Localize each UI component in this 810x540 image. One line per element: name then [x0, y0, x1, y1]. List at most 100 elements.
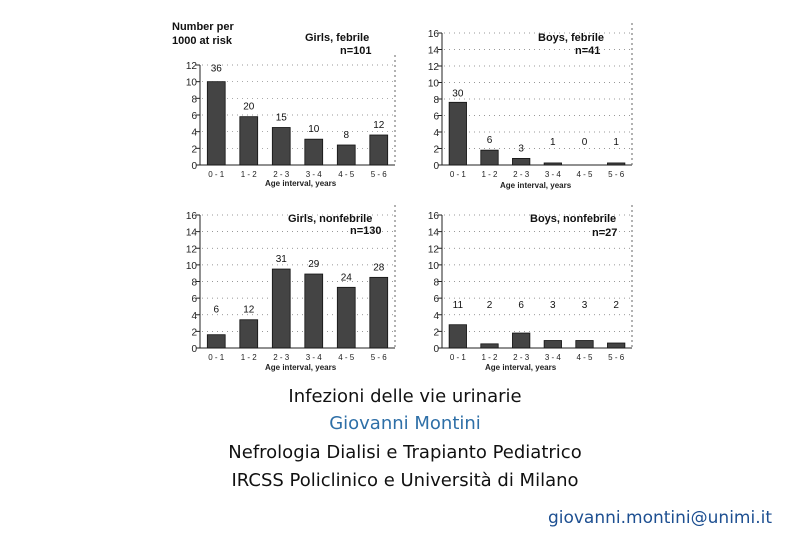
chart-4-ytick-label: 0	[433, 344, 439, 355]
chart-2-bar-6	[607, 162, 626, 166]
chart-2-data-label-4: 1	[550, 137, 556, 148]
y-axis-label-line1: Number per	[172, 21, 234, 33]
chart-4-ytick-label: 8	[433, 278, 439, 289]
chart-1-data-label-2: 20	[243, 102, 255, 113]
chart-3-bar-4	[304, 273, 324, 349]
chart-1-ytick-label: 6	[191, 111, 197, 122]
chart-4-xtick-label-4: 3 - 4	[545, 353, 562, 362]
chart-4-data-label-4: 3	[550, 300, 556, 311]
chart-3-xtick-label-4: 3 - 4	[306, 353, 323, 362]
chart-1-ytick-label: 0	[191, 161, 197, 172]
chart-1-bar-1	[206, 81, 226, 166]
chart-2-bar-4	[543, 162, 562, 166]
chart-4-bar-2	[480, 343, 499, 349]
chart-3-xtick-label-1: 0 - 1	[208, 353, 225, 362]
chart-3-xtick-label-6: 5 - 6	[371, 353, 388, 362]
chart-1-data-label-1: 36	[211, 64, 223, 75]
chart-1-title: Girls, febrile	[305, 32, 369, 44]
chart-1-data-label-6: 12	[373, 120, 385, 131]
chart-2-title: Boys, febrile	[538, 32, 604, 44]
chart-3-ytick-label: 12	[186, 244, 198, 255]
chart-2-ytick-label: 12	[428, 62, 440, 73]
chart-4-ytick-label: 12	[428, 244, 440, 255]
chart-2-ytick-label: 16	[428, 29, 440, 40]
chart-1-xtick-label-6: 5 - 6	[371, 170, 388, 179]
chart-2-xtick-label-6: 5 - 6	[608, 170, 625, 179]
chart-4-xtick-label-2: 1 - 2	[481, 353, 498, 362]
chart-3-data-label-3: 31	[276, 254, 288, 265]
chart-1-data-label-4: 10	[308, 124, 320, 135]
chart-3-bar-5	[336, 286, 356, 349]
chart-3-ytick-label: 14	[186, 228, 198, 239]
chart-1-bar-5	[336, 144, 356, 166]
chart-4-xtick-label-6: 5 - 6	[608, 353, 625, 362]
chart-3-ytick-label: 0	[191, 344, 197, 355]
chart-4-ytick-label: 16	[428, 211, 440, 222]
chart-4-n-label: n=27	[592, 227, 617, 239]
author-name: Giovanni Montini	[329, 413, 481, 434]
chart-2-ytick-label: 6	[433, 112, 439, 123]
chart-2-x-axis-title: Age interval, years	[500, 181, 572, 190]
chart-1-ytick-label: 2	[191, 144, 197, 155]
chart-1-xtick-label-5: 4 - 5	[338, 170, 355, 179]
chart-1-bar-4	[304, 138, 324, 166]
chart-3-data-label-1: 6	[213, 304, 219, 315]
chart-3-xtick-label-5: 4 - 5	[338, 353, 355, 362]
chart-3-data-label-6: 28	[373, 262, 385, 273]
chart-3-ytick-label: 6	[191, 294, 197, 305]
chart-3-bar-6	[369, 276, 389, 349]
chart-1-ytick-label: 8	[191, 94, 197, 105]
chart-4-data-label-3: 6	[518, 300, 524, 311]
chart-1-xtick-label-4: 3 - 4	[306, 170, 323, 179]
chart-4-x-axis-title: Age interval, years	[485, 363, 557, 372]
chart-2-xtick-label-1: 0 - 1	[450, 170, 467, 179]
chart-3-data-label-2: 12	[243, 304, 255, 315]
chart-4-data-label-6: 2	[613, 300, 619, 311]
chart-3-bar-1	[206, 334, 226, 349]
chart-3-title: Girls, nonfebrile	[288, 213, 372, 225]
chart-1-n-label: n=101	[340, 45, 372, 57]
chart-4-data-label-5: 3	[582, 300, 588, 311]
chart-2-data-label-6: 1	[613, 137, 619, 148]
email-link[interactable]: giovanni.montini@unimi.it	[547, 508, 772, 528]
chart-3-xtick-label-2: 1 - 2	[241, 353, 258, 362]
chart-2-ytick-label: 14	[428, 46, 440, 57]
chart-2-data-label-5: 0	[582, 137, 588, 148]
chart-2-ytick-label: 10	[428, 79, 440, 90]
chart-3-ytick-label: 4	[191, 311, 197, 322]
chart-3-xtick-label-3: 2 - 3	[273, 353, 290, 362]
institution: IRCSS Policlinico e Università di Milano	[231, 470, 579, 491]
chart-1-bar-6	[369, 134, 389, 166]
chart-2-ytick-label: 4	[433, 128, 439, 139]
chart-1-xtick-label-1: 0 - 1	[208, 170, 225, 179]
chart-4-ytick-label: 10	[428, 261, 440, 272]
chart-1-data-label-3: 15	[276, 113, 288, 124]
chart-1-ytick-label: 4	[191, 128, 197, 139]
chart-3-ytick-label: 16	[186, 211, 198, 222]
chart-3-x-axis-title: Age interval, years	[265, 363, 337, 372]
chart-4-bar-3	[512, 332, 531, 349]
chart-4-ytick-label: 14	[428, 228, 440, 239]
chart-4-data-label-1: 11	[453, 300, 464, 311]
chart-2-xtick-label-3: 2 - 3	[513, 170, 530, 179]
chart-4-xtick-label-5: 4 - 5	[576, 353, 593, 362]
chart-2-xtick-label-2: 1 - 2	[481, 170, 498, 179]
chart-1-data-label-5: 8	[343, 130, 349, 141]
chart-4-ytick-label: 2	[433, 327, 439, 338]
chart-1-xtick-label-3: 2 - 3	[273, 170, 290, 179]
chart-2-bar-3	[512, 157, 531, 166]
chart-3-ytick-label: 8	[191, 278, 197, 289]
chart-3-bar-2	[239, 319, 259, 349]
chart-4-bar-6	[607, 342, 626, 349]
chart-1-xtick-label-2: 1 - 2	[241, 170, 258, 179]
slide-title: Infezioni delle vie urinarie	[288, 386, 522, 407]
chart-2-xtick-label-4: 3 - 4	[545, 170, 562, 179]
chart-4-bar-1	[448, 324, 467, 349]
chart-3-data-label-5: 24	[341, 272, 353, 283]
chart-1-ytick-label: 12	[186, 61, 198, 72]
chart-3-bar-3	[271, 268, 291, 349]
chart-4-bar-4	[543, 340, 562, 349]
chart-4-bar-5	[575, 340, 594, 349]
chart-4-ytick-label: 6	[433, 294, 439, 305]
